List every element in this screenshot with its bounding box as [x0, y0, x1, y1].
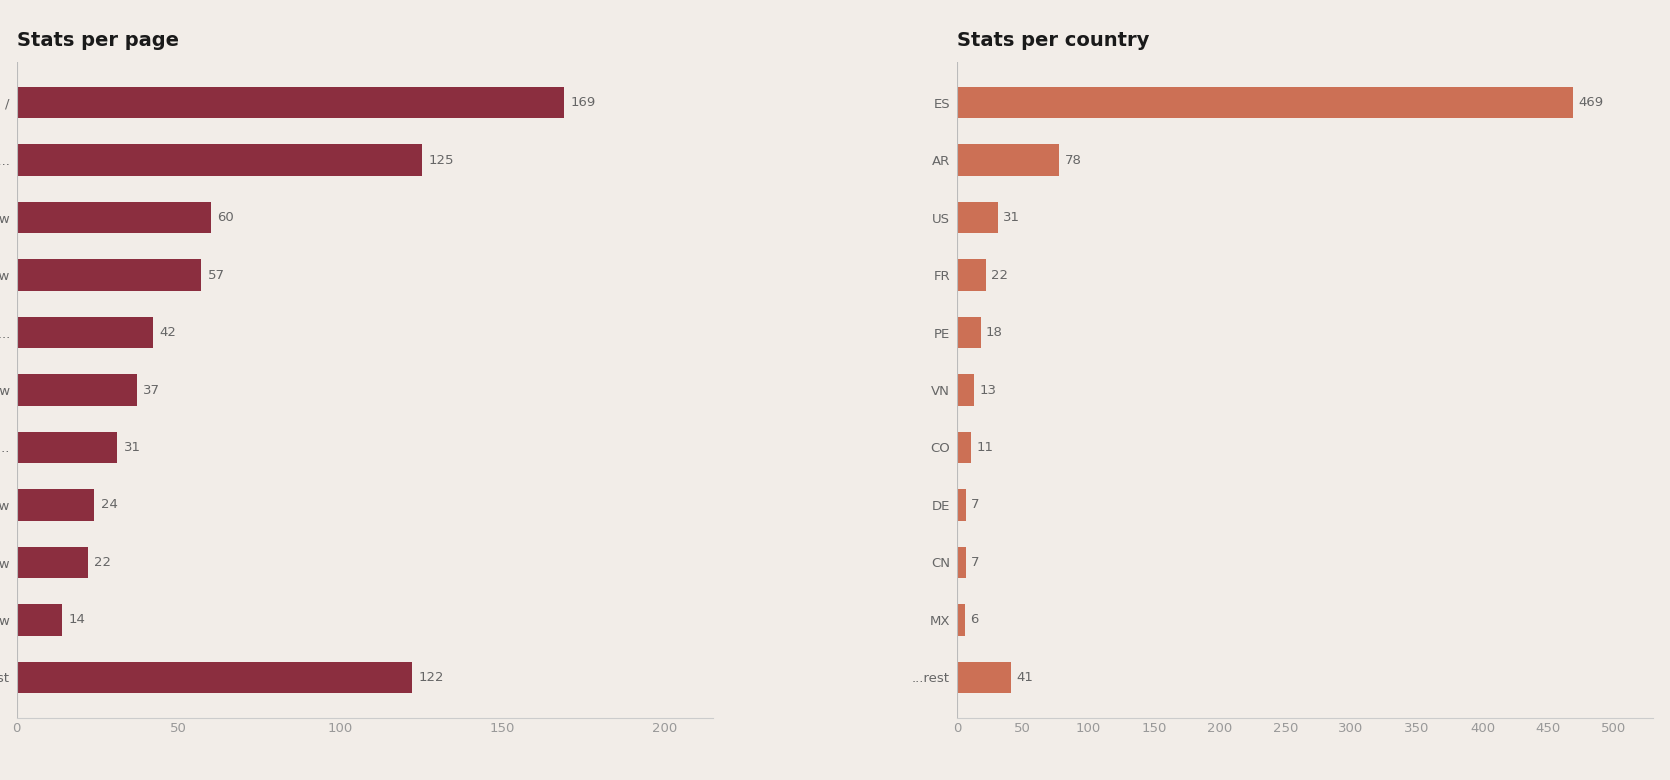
Text: 57: 57	[207, 268, 225, 282]
Text: 41: 41	[1015, 671, 1032, 684]
Bar	[957, 661, 1010, 693]
Bar	[957, 317, 980, 349]
Bar	[17, 431, 117, 463]
Text: 169: 169	[571, 96, 596, 109]
Bar	[957, 259, 985, 291]
Bar	[957, 144, 1059, 176]
Bar	[17, 374, 137, 406]
Bar	[17, 144, 421, 176]
Text: 31: 31	[124, 441, 140, 454]
Text: 11: 11	[977, 441, 994, 454]
Text: 37: 37	[144, 384, 160, 396]
Text: 122: 122	[419, 671, 444, 684]
Text: 125: 125	[428, 154, 454, 167]
Text: 31: 31	[1004, 211, 1020, 224]
Text: 7: 7	[972, 556, 980, 569]
Bar	[17, 489, 95, 521]
Text: 14: 14	[68, 613, 85, 626]
Bar	[17, 547, 89, 578]
Bar	[17, 259, 202, 291]
Bar	[957, 604, 965, 636]
Bar	[17, 604, 62, 636]
Text: 22: 22	[990, 268, 1009, 282]
Bar	[17, 661, 412, 693]
Bar	[957, 489, 965, 521]
Text: 7: 7	[972, 498, 980, 512]
Text: 469: 469	[1578, 96, 1603, 109]
Bar	[17, 202, 210, 233]
Bar	[957, 547, 965, 578]
Text: 13: 13	[979, 384, 997, 396]
Bar	[957, 431, 972, 463]
Text: 78: 78	[1064, 154, 1082, 167]
Text: 22: 22	[95, 556, 112, 569]
Text: 18: 18	[985, 326, 1002, 339]
Bar	[17, 87, 564, 119]
Bar	[957, 202, 997, 233]
Text: 24: 24	[100, 498, 119, 512]
Text: Stats per country: Stats per country	[957, 30, 1149, 50]
Bar	[957, 374, 974, 406]
Text: Stats per page: Stats per page	[17, 30, 179, 50]
Bar	[957, 87, 1573, 119]
Text: 42: 42	[159, 326, 175, 339]
Text: 6: 6	[970, 613, 979, 626]
Bar	[17, 317, 152, 349]
Text: 60: 60	[217, 211, 234, 224]
